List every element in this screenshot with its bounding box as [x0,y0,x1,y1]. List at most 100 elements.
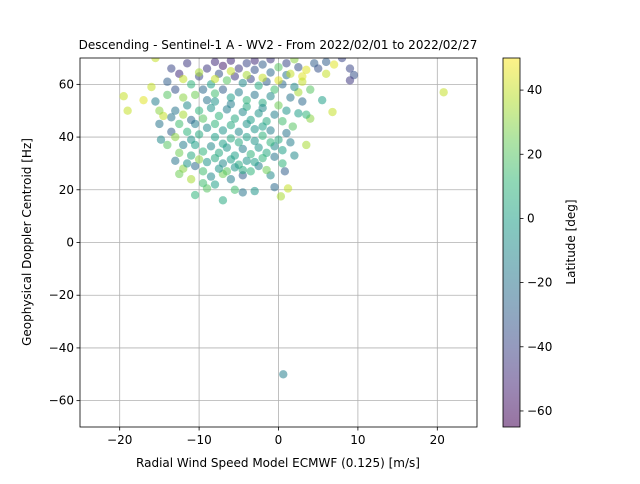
data-point [190,190,200,200]
data-point [266,138,275,147]
data-point [238,144,247,154]
data-point [182,127,192,136]
data-point [258,60,267,69]
colorbar-tick-label: −40 [527,340,552,354]
data-point [250,157,259,167]
data-point [278,117,287,126]
data-point [250,136,259,146]
data-point [230,114,240,123]
data-point [190,140,200,150]
data-point [210,89,220,98]
data-point [226,93,236,102]
data-point [270,182,279,192]
x-tick-label: −10 [186,433,211,447]
data-point [171,85,180,94]
y-tick-label: −60 [49,394,74,408]
data-point [270,85,279,94]
y-tick-label: 40 [59,130,74,144]
data-point [270,110,279,119]
data-point [246,167,255,176]
data-point [290,82,299,92]
data-point [210,180,220,189]
data-point [206,142,216,151]
data-point [210,74,220,84]
data-point [210,132,220,142]
data-point [226,121,236,130]
data-point [317,95,327,105]
data-point [206,103,216,113]
data-point [274,76,283,85]
data-point [222,167,232,176]
data-point [262,165,271,175]
data-point [278,146,287,155]
data-point [345,64,355,73]
data-point [155,106,164,115]
data-point [182,101,192,110]
data-point [321,69,331,79]
data-point [258,73,267,82]
data-point [156,135,166,144]
data-point [282,59,291,68]
data-point [206,172,216,181]
data-point [302,65,311,75]
data-point [258,122,267,131]
data-point [210,119,220,129]
data-point [226,134,236,143]
data-point [175,119,184,129]
data-point [155,119,164,129]
x-tick-label: 10 [350,433,365,447]
data-point [179,93,188,102]
data-point [167,113,176,122]
data-point [230,185,240,194]
data-point [274,135,283,144]
data-point [171,156,180,165]
data-point [314,64,323,73]
data-point [242,95,251,105]
data-point [230,163,240,172]
data-point [302,140,311,150]
data-point [270,152,279,162]
y-tick-label: −40 [49,341,74,355]
data-point [119,92,128,101]
colorbar-tick-label: 40 [527,83,542,97]
colorbar: −60 −40 −20 0 20 40 Latitude [deg] [502,57,578,428]
data-point [186,151,196,160]
colorbar-frame [502,57,521,428]
data-point [294,109,303,118]
data-point [250,65,259,75]
data-point [171,132,180,142]
data-point [234,64,243,73]
data-point [167,64,176,73]
y-tick-label: 60 [59,77,74,91]
data-point [202,157,212,167]
data-point [337,58,347,63]
data-point [328,107,337,117]
colorbar-gradient [503,58,520,427]
data-point [151,58,160,63]
colorbar-label: Latitude [deg] [564,199,578,284]
data-point [226,99,236,109]
data-point [254,81,263,90]
data-point [194,155,204,164]
data-point [214,111,224,121]
data-point [282,128,291,138]
data-point [254,143,263,152]
data-point [258,153,267,163]
data-point [279,370,288,379]
data-point [218,196,228,205]
data-point [242,70,251,80]
data-point [250,124,259,134]
data-point [242,132,251,142]
data-point [163,77,172,86]
data-point [226,58,236,65]
data-point [246,150,255,159]
data-point [198,85,208,94]
y-tick-label: 0 [66,236,74,250]
data-point [234,127,243,136]
data-point [194,106,204,115]
data-point [274,101,283,110]
data-point [186,175,196,184]
data-point [222,76,232,85]
data-point [202,95,212,105]
data-point [210,58,220,67]
